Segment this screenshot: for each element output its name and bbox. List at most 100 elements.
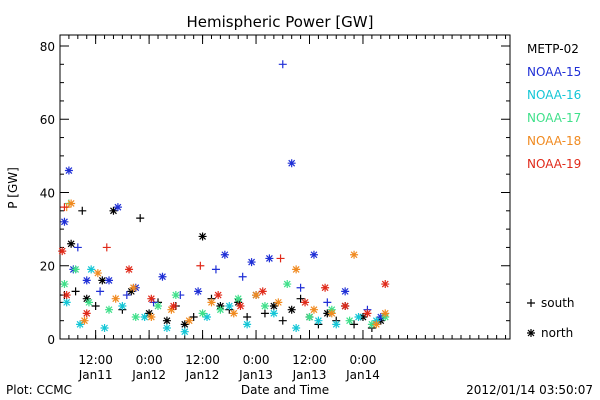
data-point-south — [73, 243, 82, 252]
data-point-north — [363, 309, 372, 318]
data-point-north — [225, 302, 234, 311]
legend-item-metp-02: METP-02 — [527, 42, 579, 56]
data-point-south — [527, 299, 535, 307]
plot-timestamp: 2012/01/14 03:50:07 — [466, 383, 593, 397]
data-point-south — [122, 291, 131, 300]
data-point-north — [260, 302, 269, 311]
x-axis-label: Date and Time — [241, 383, 329, 397]
x-tick-label-time: 12:00 — [78, 353, 113, 367]
series-noaa-17 — [60, 199, 390, 329]
data-point-north — [207, 298, 216, 307]
series-noaa-19 — [58, 203, 390, 318]
legend-item-noaa-16: NOAA-16 — [527, 88, 581, 102]
data-point-north — [87, 265, 96, 274]
data-point-north — [323, 309, 332, 318]
data-point-north — [332, 320, 341, 329]
data-point-north — [358, 313, 367, 322]
data-point-north — [60, 280, 69, 289]
series-noaa-15 — [60, 60, 385, 322]
marker-legend-label: south — [541, 296, 575, 310]
data-point-north — [125, 265, 134, 274]
data-point-north — [147, 294, 156, 303]
data-point-north — [314, 316, 323, 325]
data-point-north — [527, 329, 535, 337]
x-tick-label-time: 0:00 — [349, 353, 376, 367]
data-point-north — [62, 298, 71, 307]
marker-legend: south north — [527, 296, 575, 340]
y-axis: 0 20 40 60 80 — [40, 40, 510, 347]
data-point-north — [309, 250, 318, 259]
data-point-north — [216, 305, 225, 314]
data-point-north — [198, 309, 207, 318]
data-point-north — [283, 280, 292, 289]
data-point-north — [341, 302, 350, 311]
data-point-north — [203, 313, 212, 322]
data-point-north — [269, 302, 278, 311]
data-point-north — [198, 232, 207, 241]
x-tick-label-date: Jan13 — [238, 368, 273, 382]
data-point-north — [67, 199, 76, 208]
data-point-south — [323, 298, 332, 307]
data-point-north — [247, 258, 256, 267]
data-point-north — [301, 298, 310, 307]
y-tick-label: 60 — [40, 113, 55, 127]
data-point-north — [376, 313, 385, 322]
data-point-north — [354, 313, 363, 322]
data-point-north — [82, 294, 91, 303]
data-point-north — [269, 309, 278, 318]
data-point-north — [236, 302, 245, 311]
data-point-south — [78, 206, 87, 215]
data-point-south — [296, 294, 305, 303]
data-point-north — [113, 203, 122, 212]
data-point-south — [71, 287, 80, 296]
data-point-north — [84, 298, 93, 307]
data-point-north — [98, 276, 107, 285]
plot-frame — [59, 34, 511, 340]
data-point-north — [58, 247, 67, 256]
data-point-north — [131, 313, 140, 322]
data-point-north — [145, 309, 154, 318]
data-point-north — [305, 313, 314, 322]
data-point-south — [102, 243, 111, 252]
data-point-north — [127, 287, 136, 296]
data-point-north — [287, 159, 296, 168]
data-point-north — [258, 287, 267, 296]
data-point-north — [100, 324, 109, 333]
data-point-north — [180, 320, 189, 329]
data-point-north — [287, 305, 296, 314]
data-point-north — [367, 320, 376, 329]
data-point-south — [91, 302, 100, 311]
data-point-south — [278, 60, 287, 69]
data-point-north — [140, 313, 149, 322]
data-point-south — [136, 214, 145, 223]
data-point-north — [350, 250, 359, 259]
x-tick-label-date: Jan12 — [131, 368, 166, 382]
data-point-south — [260, 309, 269, 318]
data-point-north — [118, 302, 127, 311]
data-point-north — [129, 283, 138, 292]
data-point-north — [169, 302, 178, 311]
data-point-north — [194, 287, 203, 296]
y-tick-label: 40 — [40, 186, 55, 200]
data-point-north — [109, 206, 118, 215]
data-point-north — [274, 298, 283, 307]
x-tick-label-date: Jan11 — [78, 368, 113, 382]
data-point-north — [76, 320, 85, 329]
data-point-north — [381, 280, 390, 289]
data-point-north — [180, 327, 189, 336]
series-noaa-16 — [62, 265, 381, 336]
data-point-north — [327, 309, 336, 318]
marker-legend-label: north — [541, 326, 573, 340]
data-point-south — [96, 287, 105, 296]
chart-title: Hemispheric Power [GW] — [187, 13, 374, 31]
data-point-north — [67, 239, 76, 248]
x-tick-label-time: 0:00 — [136, 353, 163, 367]
legend-item-noaa-18: NOAA-18 — [527, 134, 581, 148]
data-point-north — [292, 324, 301, 333]
data-point-north — [372, 320, 381, 329]
data-point-north — [82, 276, 91, 285]
data-point-north — [171, 291, 180, 300]
data-point-north — [167, 305, 176, 314]
data-point-south — [211, 265, 220, 274]
